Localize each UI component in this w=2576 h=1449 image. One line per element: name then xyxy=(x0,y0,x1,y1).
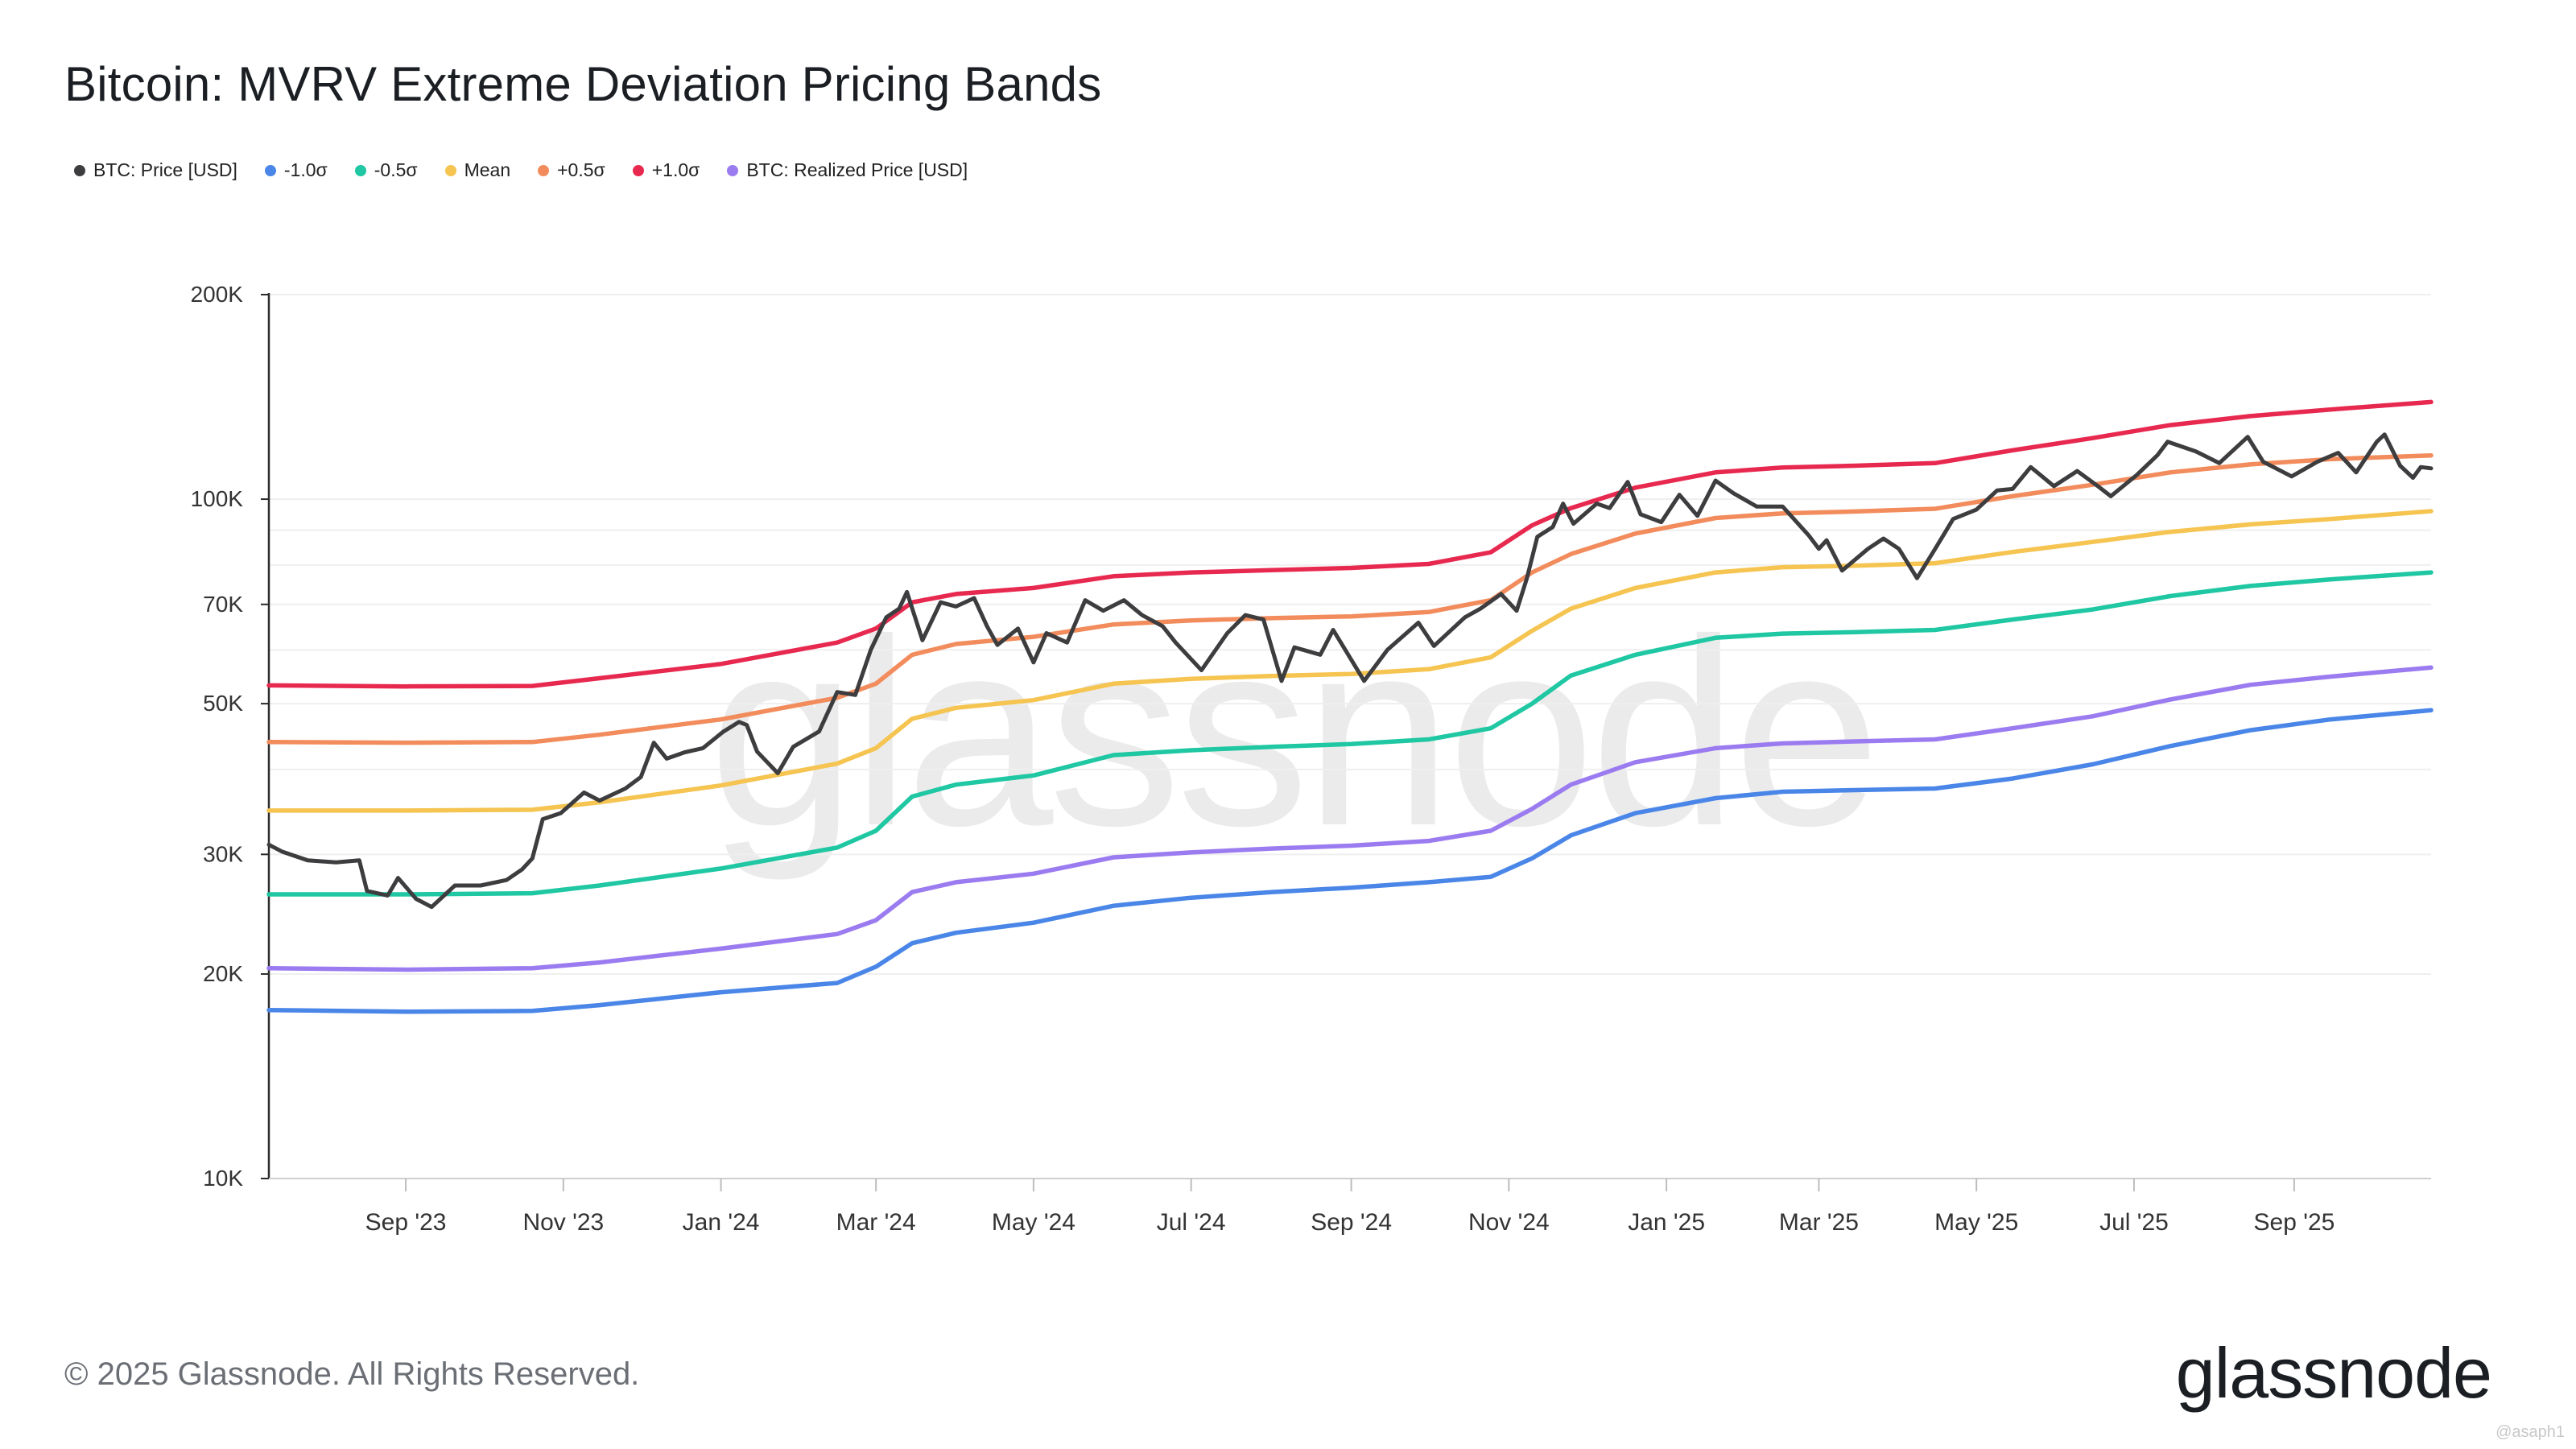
x-tick-label: Nov '23 xyxy=(522,1209,604,1236)
watermark: glassnode xyxy=(708,584,1880,881)
x-tick-label: Sep '23 xyxy=(365,1209,447,1236)
legend-item[interactable]: Mean xyxy=(444,159,511,181)
y-tick-label: 20K xyxy=(203,961,243,986)
legend-item[interactable]: BTC: Price [USD] xyxy=(74,159,237,181)
legend-label: +0.5σ xyxy=(557,159,605,180)
y-tick-label: 10K xyxy=(203,1166,243,1191)
legend-marker xyxy=(444,164,456,176)
series-line xyxy=(266,665,2434,972)
x-tick-label: May '25 xyxy=(1934,1209,2018,1236)
x-tick-label: May '24 xyxy=(992,1209,1075,1236)
x-tick-label: Sep '24 xyxy=(1311,1209,1392,1236)
chart-title: Bitcoin: MVRV Extreme Deviation Pricing … xyxy=(64,57,1102,111)
legend-label: -1.0σ xyxy=(283,159,328,180)
x-tick-label: Sep '25 xyxy=(2254,1209,2335,1236)
legend-label: BTC: Price [USD] xyxy=(93,159,237,180)
y-tick-label: 50K xyxy=(203,691,243,716)
x-tick-label: Nov '24 xyxy=(1468,1209,1550,1236)
legend-label: BTC: Realized Price [USD] xyxy=(746,159,968,180)
x-tick-label: Mar '24 xyxy=(836,1209,916,1236)
y-tick-label: 200K xyxy=(191,282,244,307)
series-line xyxy=(266,509,2434,813)
series-line xyxy=(266,570,2434,897)
legend-marker xyxy=(74,164,85,176)
legend-item[interactable]: -0.5σ xyxy=(354,159,418,181)
legend-marker xyxy=(538,164,550,176)
attribution-text: @asaph1 xyxy=(2496,1423,2565,1441)
legend-marker xyxy=(632,164,644,176)
x-tick-label: Jul '25 xyxy=(2099,1209,2169,1236)
y-tick-label: 70K xyxy=(203,592,243,617)
legend-item[interactable]: BTC: Realized Price [USD] xyxy=(727,159,968,181)
legend-marker xyxy=(727,164,739,176)
copyright-text: © 2025 Glassnode. All Rights Reserved. xyxy=(64,1356,640,1392)
series-line xyxy=(266,432,2434,910)
legend-item[interactable]: +0.5σ xyxy=(538,159,605,181)
series-line xyxy=(266,708,2434,1014)
legend-item[interactable]: +1.0σ xyxy=(632,159,700,181)
legend-label: Mean xyxy=(464,159,511,180)
chart-legend: BTC: Price [USD] -1.0σ -0.5σ Mean +0.5σ +1.0σ… xyxy=(74,159,968,181)
legend-label: -0.5σ xyxy=(374,159,418,180)
legend-label: +1.0σ xyxy=(651,159,700,180)
x-tick-label: Mar '25 xyxy=(1779,1209,1859,1236)
x-tick-label: Jan '25 xyxy=(1628,1209,1705,1236)
y-tick-label: 100K xyxy=(191,486,244,511)
legend-marker xyxy=(264,164,276,176)
legend-item[interactable]: -1.0σ xyxy=(264,159,328,181)
series-line xyxy=(266,399,2434,689)
series-line xyxy=(266,452,2434,745)
x-tick-label: Jul '24 xyxy=(1157,1209,1226,1236)
x-tick-label: Jan '24 xyxy=(683,1209,760,1236)
y-tick-label: 30K xyxy=(203,841,243,866)
glassnode-logo[interactable]: glassnode xyxy=(2175,1333,2492,1413)
legend-marker xyxy=(354,164,366,176)
